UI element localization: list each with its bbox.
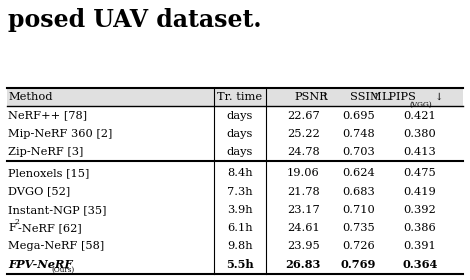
Text: 25.22: 25.22 [287, 129, 320, 139]
Text: 0.475: 0.475 [403, 168, 436, 178]
Text: NeRF++ [78]: NeRF++ [78] [8, 111, 87, 121]
Text: LPIPS: LPIPS [382, 92, 416, 102]
Text: 0.769: 0.769 [340, 259, 376, 270]
Text: 0.695: 0.695 [342, 111, 375, 121]
Text: 0.413: 0.413 [403, 147, 436, 157]
Text: Tr. time: Tr. time [217, 92, 263, 102]
Text: 8.4h: 8.4h [227, 168, 253, 178]
Text: Plenoxels [15]: Plenoxels [15] [8, 168, 90, 178]
Text: 6.1h: 6.1h [227, 223, 253, 233]
Text: (VGG): (VGG) [409, 101, 431, 109]
Text: 2: 2 [15, 218, 19, 226]
Text: days: days [227, 111, 253, 121]
Text: days: days [227, 129, 253, 139]
Text: 0.748: 0.748 [342, 129, 375, 139]
Bar [7, 88, 463, 106]
Text: 26.83: 26.83 [285, 259, 321, 270]
Text: Mega-NeRF [58]: Mega-NeRF [58] [8, 241, 105, 251]
Text: DVGO [52]: DVGO [52] [8, 186, 70, 197]
Text: 0.683: 0.683 [342, 186, 375, 197]
Text: 24.61: 24.61 [287, 223, 320, 233]
Text: 0.386: 0.386 [403, 223, 436, 233]
Text: 22.67: 22.67 [287, 111, 320, 121]
Text: 0.726: 0.726 [342, 241, 375, 251]
Text: Method: Method [8, 92, 53, 102]
Text: 0.735: 0.735 [342, 223, 375, 233]
Text: 3.9h: 3.9h [227, 205, 253, 215]
Text: 0.624: 0.624 [342, 168, 375, 178]
Text: 7.3h: 7.3h [227, 186, 253, 197]
Text: -NeRF [62]: -NeRF [62] [18, 223, 82, 233]
Text: Instant-NGP [35]: Instant-NGP [35] [8, 205, 107, 215]
Text: FPV-NeRF: FPV-NeRF [8, 259, 73, 270]
Text: ↑: ↑ [321, 93, 329, 102]
Text: ↑: ↑ [372, 93, 381, 102]
Text: 21.78: 21.78 [287, 186, 320, 197]
Text: PSNR: PSNR [295, 92, 329, 102]
Text: 24.78: 24.78 [287, 147, 320, 157]
Text: 0.380: 0.380 [403, 129, 436, 139]
Text: 9.8h: 9.8h [227, 241, 253, 251]
Text: 0.392: 0.392 [403, 205, 436, 215]
Text: 0.703: 0.703 [342, 147, 375, 157]
Text: SSIM: SSIM [350, 92, 381, 102]
Text: 5.5h: 5.5h [226, 259, 254, 270]
Text: 23.17: 23.17 [287, 205, 320, 215]
Text: 19.06: 19.06 [287, 168, 320, 178]
Text: Zip-NeRF [3]: Zip-NeRF [3] [8, 147, 84, 157]
Text: 0.421: 0.421 [403, 111, 436, 121]
Text: days: days [227, 147, 253, 157]
Text: posed UAV dataset.: posed UAV dataset. [8, 8, 262, 32]
Text: Mip-NeRF 360 [2]: Mip-NeRF 360 [2] [8, 129, 113, 139]
Text: 0.364: 0.364 [402, 259, 438, 270]
Text: 0.391: 0.391 [403, 241, 436, 251]
Text: F: F [8, 223, 16, 233]
Text: 0.710: 0.710 [342, 205, 375, 215]
Text: (Ours): (Ours) [52, 266, 75, 274]
Text: 0.419: 0.419 [403, 186, 436, 197]
Text: 23.95: 23.95 [287, 241, 320, 251]
Text: ↓: ↓ [435, 93, 444, 102]
